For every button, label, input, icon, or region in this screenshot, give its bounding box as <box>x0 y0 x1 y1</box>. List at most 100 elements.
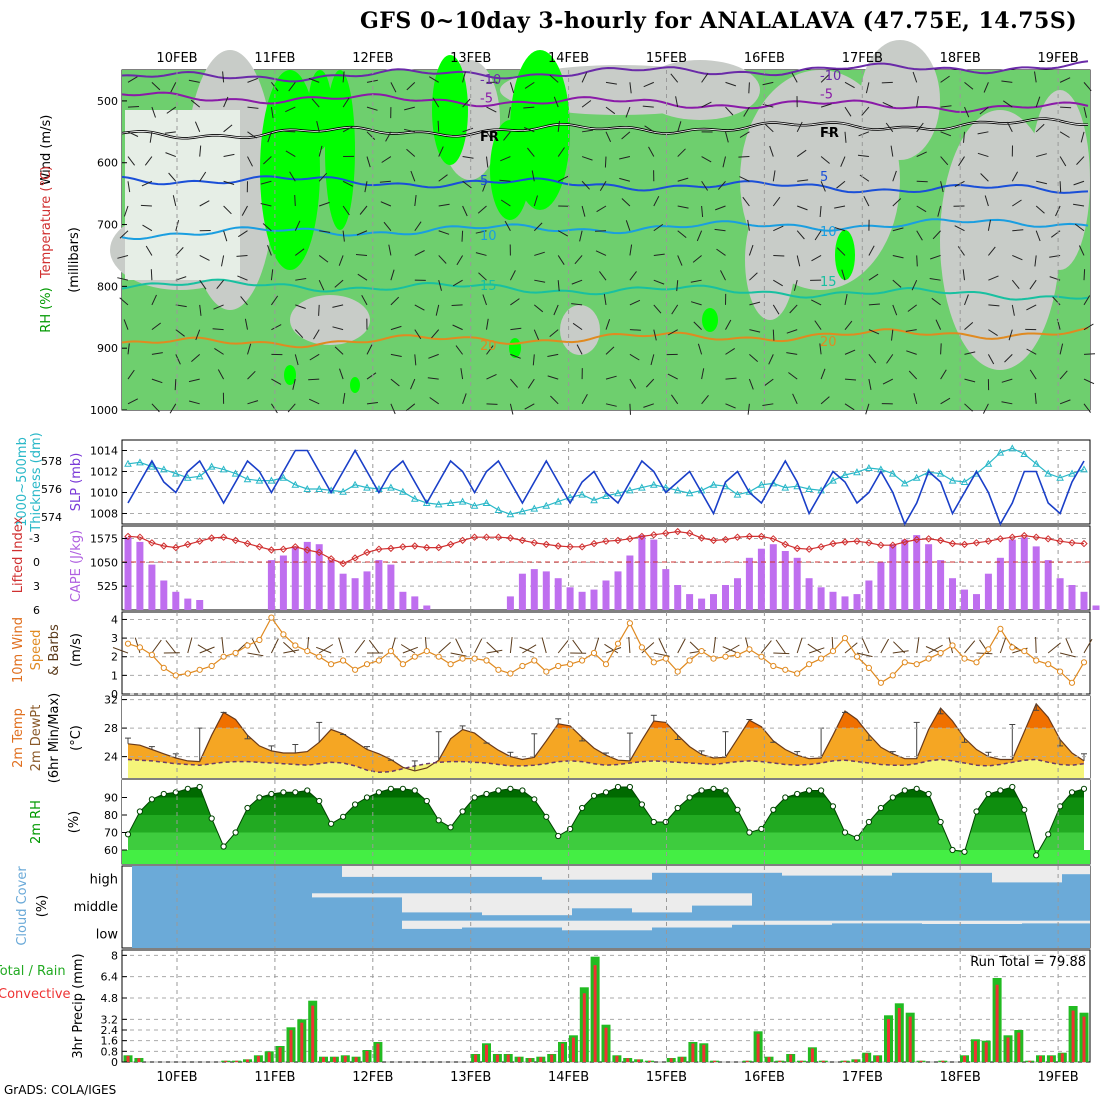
upper-wind-barb <box>1034 392 1037 404</box>
upper-wind-barb <box>690 301 702 306</box>
upper-wind-barb <box>263 156 272 165</box>
upper-wind-barb <box>677 121 682 132</box>
clear-sky-area <box>692 893 752 906</box>
upper-wind-barb <box>773 279 783 287</box>
thickness-point <box>518 507 527 515</box>
lifted-index-point <box>482 533 491 541</box>
temp-label: 2m Temp <box>11 708 26 768</box>
surface-wind-barb <box>316 646 332 654</box>
upper-wind-barb <box>911 279 918 291</box>
rh2m-point <box>925 790 932 798</box>
cape-label: CAPE (J/kg) <box>69 530 84 602</box>
wind-speed-point <box>1045 661 1052 668</box>
upper-wind-barb <box>793 280 798 291</box>
upper-wind-barb <box>725 131 729 143</box>
upper-wind-barb <box>455 345 463 355</box>
precip-convective-bar <box>919 1060 923 1062</box>
surface-wind-barb <box>775 639 786 654</box>
upper-wind-barb <box>199 279 207 290</box>
precip-convective-bar <box>550 1054 554 1062</box>
cape-bar <box>375 560 383 610</box>
upper-wind-barb <box>747 403 750 415</box>
lifted-index-point <box>757 532 766 541</box>
clear-sky-area <box>1022 920 1082 924</box>
rh2m-point <box>387 785 394 792</box>
upper-wind-barb <box>913 393 918 404</box>
clear-sky-area <box>892 866 992 873</box>
upper-wind-barb <box>462 127 474 133</box>
surface-wind-barb <box>641 642 655 654</box>
cape-bar <box>399 591 407 610</box>
thickness-point <box>566 493 574 501</box>
upper-wind-barb <box>223 124 233 133</box>
surface-wind-barb <box>893 641 906 654</box>
contour-label: FR <box>820 126 839 141</box>
rh2m-point <box>877 804 885 812</box>
lifted-index-point <box>805 545 813 553</box>
precip-convective-bar <box>756 1033 760 1062</box>
wind-speed-point <box>662 655 669 662</box>
surface-wind-barb <box>1065 638 1073 654</box>
wind-speed-point <box>184 670 191 677</box>
precip-convective-bar <box>474 1054 478 1062</box>
rh2m-point <box>853 834 861 841</box>
rh2m-point <box>304 787 311 794</box>
upper-wind-barb <box>840 156 846 167</box>
upper-wind-barb <box>892 170 897 182</box>
upper-wind-barb <box>169 403 177 414</box>
thickness-point <box>805 484 813 492</box>
surface-wind-barb <box>760 640 772 654</box>
thickness-line <box>127 447 1085 515</box>
clear-sky-area <box>922 920 1022 924</box>
thickness-label: 1000~500mb <box>15 437 30 527</box>
upper-wind-barb <box>151 352 163 355</box>
upper-wind-barb <box>604 156 607 168</box>
upper-wind-barb <box>456 255 464 266</box>
upper-wind-barb <box>653 279 665 285</box>
contour-label: 5 <box>820 170 828 185</box>
thickness-tick-label: 576 <box>41 483 62 496</box>
y-tick-label: 0.8 <box>101 1045 119 1058</box>
upper-wind-barb <box>844 81 855 89</box>
upper-wind-barb <box>844 403 855 411</box>
precip-convective-bar <box>354 1057 358 1062</box>
upper-wind-barb <box>868 303 880 306</box>
upper-wind-barb <box>1083 295 1091 306</box>
wind-speed-point <box>794 670 801 677</box>
lifted-index-point <box>124 532 132 541</box>
clear-sky-area <box>832 920 922 924</box>
upper-wind-barb <box>882 378 894 385</box>
wind-speed-point <box>1021 648 1028 655</box>
upper-wind-barb <box>1083 403 1091 413</box>
lifted-index-point <box>936 536 945 545</box>
wind-speed-point <box>997 625 1004 632</box>
rh2m-point <box>555 832 562 840</box>
upper-wind-barb <box>701 368 705 380</box>
surface-wind-barb <box>519 646 535 654</box>
thickness-point <box>434 500 443 508</box>
thickness-point <box>1008 444 1017 452</box>
chart-title: GFS 0~10day 3-hourly for ANALALAVA (47.7… <box>360 8 1078 34</box>
upper-wind-barb <box>216 279 224 290</box>
upper-wind-barb <box>127 131 139 137</box>
upper-wind-barb <box>127 156 135 166</box>
thickness-point <box>912 473 921 481</box>
cape-bar <box>805 578 813 610</box>
upper-wind-barb <box>892 279 902 288</box>
clear-sky-area <box>312 893 402 898</box>
precip-convective-bar <box>897 1008 901 1062</box>
wind-speed-point <box>399 661 406 668</box>
upper-wind-barb <box>287 403 296 413</box>
thickness-point <box>638 483 646 491</box>
precip-convective-bar <box>495 1054 499 1062</box>
upper-wind-barb <box>1083 82 1092 92</box>
lifted-index-point <box>829 539 837 548</box>
freezing-contour-inner <box>121 118 1088 139</box>
rh2m-label: 2m RH <box>29 800 44 844</box>
thickness-point <box>136 458 144 466</box>
upper-wind-barb <box>557 147 565 157</box>
rh2m-point <box>196 783 203 791</box>
upper-wind-barb <box>720 270 726 281</box>
upper-wind-barb <box>716 248 726 256</box>
surface-wind-barb <box>283 641 296 654</box>
